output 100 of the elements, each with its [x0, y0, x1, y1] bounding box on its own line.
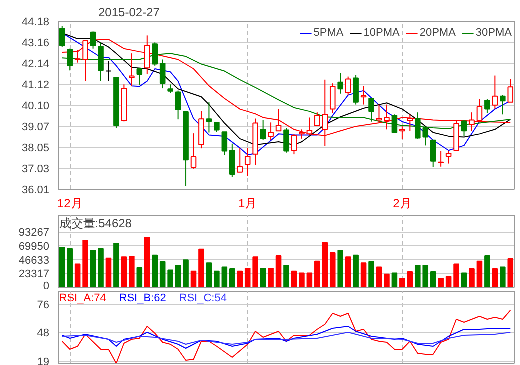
- bar: [430, 272, 436, 288]
- chart-title: 成交量:54628: [59, 216, 132, 230]
- bar: [136, 267, 143, 288]
- candlestick: [338, 72, 344, 94]
- bar: [152, 254, 158, 288]
- candlestick: [59, 26, 66, 48]
- text: RSI_C:54: [179, 292, 227, 304]
- bar: [114, 242, 120, 288]
- candlestick: [484, 98, 490, 114]
- y-tick-label: 42.14: [22, 58, 50, 70]
- candlestick: [237, 148, 244, 173]
- bar: [98, 248, 104, 288]
- bar: [368, 261, 374, 288]
- bar: [90, 250, 96, 288]
- y-tick-label: 37.03: [22, 164, 50, 176]
- candlestick: [384, 104, 390, 130]
- candlestick: [129, 53, 135, 87]
- bar: [121, 256, 128, 288]
- bar: [160, 261, 166, 288]
- bar: [484, 255, 490, 288]
- candlestick: [244, 148, 251, 177]
- candlestick: [284, 128, 290, 154]
- x-tick-label: 2月: [393, 196, 412, 210]
- bar: [168, 270, 174, 288]
- bar: [500, 266, 506, 288]
- bar: [454, 264, 460, 288]
- legend-label: 30PMA: [476, 27, 512, 39]
- candlestick: [206, 102, 212, 134]
- line-series: [62, 332, 512, 345]
- y-tick-label: 40.10: [22, 100, 50, 112]
- bar: [82, 240, 88, 288]
- bar: [214, 270, 220, 288]
- text: RSI_B:62: [119, 292, 166, 304]
- y-tick-label: 69950: [18, 240, 50, 253]
- candlestick: [492, 75, 498, 110]
- candlestick: [74, 50, 81, 64]
- y-tick-label: 23317: [18, 268, 50, 281]
- bar: [338, 250, 344, 288]
- candlestick: [360, 86, 367, 106]
- bar: [222, 266, 228, 288]
- bar: [306, 272, 313, 288]
- bar: [74, 264, 81, 288]
- candlestick: [190, 133, 197, 170]
- y-tick-label: 38.05: [22, 142, 50, 155]
- candlestick: [400, 126, 406, 140]
- bar: [330, 252, 336, 288]
- bar: [144, 237, 150, 288]
- bar: [407, 272, 414, 288]
- bar: [376, 266, 382, 288]
- bar: [353, 254, 359, 288]
- x-tick-label: 12月: [57, 196, 83, 210]
- candlestick: [222, 132, 228, 156]
- bar: [476, 260, 483, 288]
- y-tick-label: 48: [37, 328, 50, 340]
- y-tick-label: 44.18: [22, 16, 50, 28]
- candlestick: [500, 94, 506, 116]
- bar: [237, 270, 244, 288]
- bar: [446, 276, 452, 288]
- line-series: [62, 310, 512, 364]
- candlestick: [476, 98, 483, 122]
- bar: [392, 272, 398, 288]
- bar: [360, 262, 367, 288]
- x-tick-label: 1月: [238, 196, 258, 210]
- bar: [384, 274, 390, 288]
- bar: [469, 268, 475, 288]
- legend-label: 20PMA: [420, 27, 456, 39]
- bar: [438, 278, 444, 288]
- y-tick-label: 76: [37, 300, 50, 312]
- y-tick-label: 46633: [18, 254, 50, 267]
- bar: [400, 278, 406, 288]
- bar: [268, 268, 274, 288]
- bar: [284, 264, 290, 288]
- y-tick-label: 41.12: [22, 79, 50, 92]
- candlestick: [260, 120, 266, 141]
- y-tick-label: 93267: [18, 227, 50, 239]
- candlestick: [407, 114, 414, 132]
- y-tick-label: 39.07: [22, 122, 50, 134]
- bar: [230, 268, 236, 288]
- candlestick: [368, 97, 374, 122]
- bar: [291, 270, 298, 288]
- bar: [175, 264, 182, 288]
- candlestick: [214, 122, 220, 133]
- candlestick: [268, 122, 274, 141]
- bar: [299, 272, 305, 288]
- candlestick: [136, 67, 143, 86]
- bar: [461, 272, 468, 288]
- bar: [345, 256, 352, 288]
- bar: [190, 270, 197, 288]
- candlestick: [276, 108, 282, 132]
- text: RSI_A:74: [59, 292, 106, 304]
- bar: [198, 248, 204, 288]
- bar: [492, 268, 498, 288]
- candlestick: [446, 150, 452, 164]
- bar: [206, 262, 212, 288]
- candlestick: [345, 76, 352, 96]
- candlestick: [160, 59, 166, 90]
- bar: [276, 255, 282, 288]
- candlestick: [508, 78, 514, 103]
- candlestick: [330, 83, 336, 114]
- bar: [183, 260, 189, 288]
